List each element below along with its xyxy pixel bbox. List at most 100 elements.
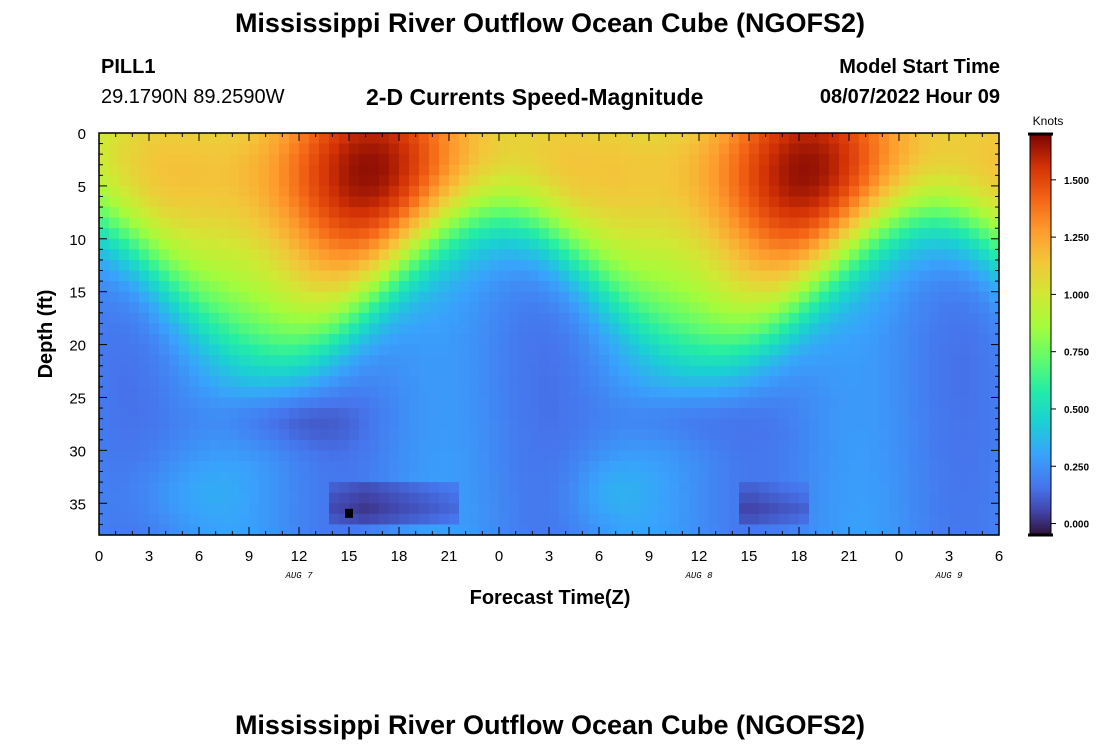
heatmap-cell: [759, 196, 770, 208]
heatmap-cell: [779, 185, 790, 198]
heatmap-cell: [649, 450, 660, 462]
heatmap-cell: [349, 281, 360, 293]
heatmap-cell: [319, 143, 330, 155]
heatmap-cell: [519, 207, 530, 219]
heatmap-cell: [139, 450, 150, 462]
heatmap-cell: [269, 249, 280, 261]
heatmap-cell: [859, 365, 870, 377]
heatmap-cell: [159, 524, 170, 536]
heatmap-cell: [159, 365, 170, 377]
heatmap-cell: [959, 259, 970, 272]
heatmap-cell: [769, 450, 780, 462]
heatmap-cell: [349, 429, 360, 441]
heatmap-cell: [529, 270, 540, 282]
heatmap-cell: [609, 281, 620, 293]
heatmap-cell: [679, 238, 690, 250]
heatmap-cell: [909, 418, 920, 430]
heatmap-cell: [229, 471, 240, 483]
heatmap-cell: [649, 460, 660, 473]
heatmap-cell: [599, 439, 610, 451]
heatmap-cell: [369, 249, 380, 261]
heatmap-cell: [429, 249, 440, 261]
heatmap-cell: [569, 408, 580, 420]
heatmap-cell: [489, 460, 500, 473]
heatmap-cell: [829, 185, 840, 198]
heatmap-cell: [149, 249, 160, 261]
heatmap-cell: [529, 355, 540, 367]
heatmap-cell: [979, 397, 990, 409]
heatmap-cell: [919, 259, 930, 272]
heatmap-cell: [769, 355, 780, 367]
heatmap-cell: [619, 312, 630, 325]
heatmap-cell: [339, 492, 350, 504]
heatmap-cell: [819, 175, 830, 187]
heatmap-cell: [479, 238, 490, 250]
heatmap-cell: [109, 259, 120, 272]
heatmap-cell: [639, 175, 650, 187]
heatmap-cell: [179, 143, 190, 155]
heatmap-cell: [479, 386, 490, 399]
heatmap-cell: [349, 482, 360, 494]
heatmap-cell: [239, 302, 250, 314]
heatmap-cell: [279, 376, 290, 388]
heatmap-cell: [769, 207, 780, 219]
heatmap-cell: [259, 408, 270, 420]
heatmap-cell: [619, 207, 630, 219]
heatmap-cell: [639, 429, 650, 441]
heatmap-cell: [309, 154, 320, 166]
heatmap-cell: [289, 439, 300, 451]
heatmap-cell: [289, 513, 300, 526]
station-id: PILL1: [101, 56, 156, 78]
heatmap-cell: [579, 323, 590, 335]
heatmap-cell: [669, 249, 680, 261]
heatmap-cell: [609, 312, 620, 325]
heatmap-cell: [689, 302, 700, 314]
heatmap-cell: [669, 164, 680, 176]
heatmap-cell: [339, 207, 350, 219]
heatmap-cell: [589, 133, 600, 145]
heatmap-cell: [139, 460, 150, 473]
heatmap-cell: [759, 524, 770, 536]
heatmap-cell: [419, 143, 430, 155]
heatmap-cell: [669, 503, 680, 515]
heatmap-cell: [809, 302, 820, 314]
heatmap-cell: [459, 143, 470, 155]
heatmap-cell: [569, 513, 580, 526]
heatmap-cell: [219, 323, 230, 335]
heatmap-cell: [449, 471, 460, 483]
heatmap-cell: [649, 196, 660, 208]
heatmap-cell: [569, 175, 580, 187]
heatmap-cell: [459, 270, 470, 282]
heatmap-cell: [929, 323, 940, 335]
heatmap-cell: [929, 312, 940, 325]
heatmap-cell: [709, 302, 720, 314]
heatmap-cell: [989, 259, 1000, 272]
heatmap-cell: [929, 450, 940, 462]
heatmap-cell: [229, 270, 240, 282]
x-tick-label: 3: [545, 548, 553, 565]
heatmap-cell: [609, 524, 620, 536]
heatmap-cell: [789, 312, 800, 325]
heatmap-cell: [939, 503, 950, 515]
heatmap-cell: [789, 196, 800, 208]
heatmap-cell: [949, 291, 960, 303]
heatmap-cell: [589, 164, 600, 176]
heatmap-cell: [649, 418, 660, 430]
heatmap-cell: [839, 228, 850, 240]
heatmap-cell: [359, 429, 370, 441]
heatmap-cell: [499, 355, 510, 367]
heatmap-cell: [699, 492, 710, 504]
heatmap-cell: [709, 217, 720, 229]
heatmap-cell: [749, 154, 760, 166]
heatmap-cell: [279, 397, 290, 409]
heatmap-cell: [829, 323, 840, 335]
heatmap-cell: [129, 524, 140, 536]
heatmap-cell: [129, 450, 140, 462]
heatmap-cell: [469, 524, 480, 536]
heatmap-cell: [429, 450, 440, 462]
heatmap-cell: [279, 482, 290, 494]
heatmap-cell: [139, 503, 150, 515]
heatmap-cell: [699, 482, 710, 494]
heatmap-cell: [489, 482, 500, 494]
heatmap-cell: [839, 492, 850, 504]
